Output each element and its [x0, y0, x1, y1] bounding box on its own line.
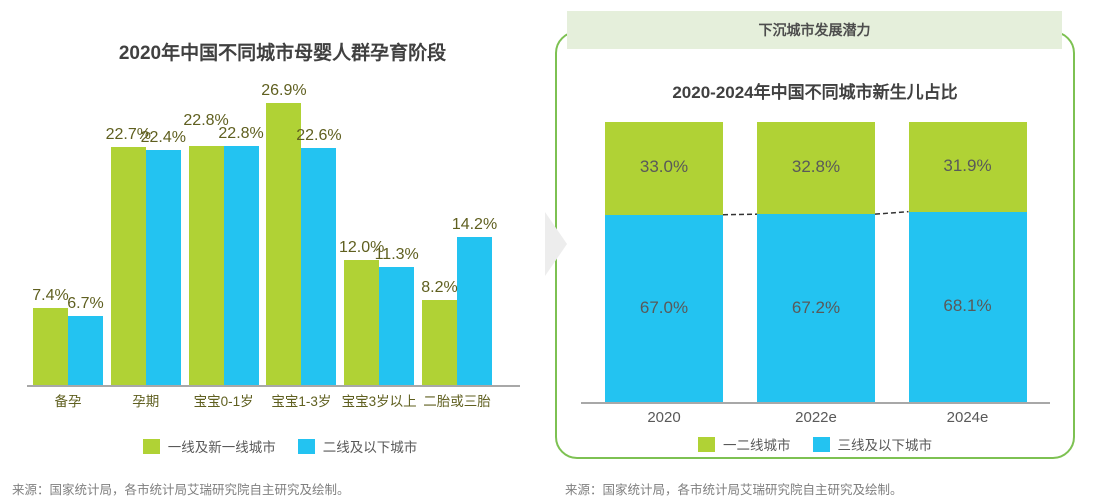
- right-source-note: 来源：国家统计局，各市统计局艾瑞研究院自主研究及绘制。: [565, 483, 903, 497]
- value-label: 14.2%: [451, 215, 498, 233]
- bar-tier2-below-cities: [68, 315, 103, 386]
- value-label: 22.6%: [296, 127, 342, 145]
- category-label: 备孕: [54, 394, 82, 409]
- right-x-axis-line: [581, 402, 1050, 404]
- bar-tier2-below-cities: [145, 150, 181, 386]
- segment-value-label: 67.0%: [639, 297, 689, 317]
- chevron-right-arrow-icon: [545, 212, 567, 276]
- stack-segment-tier3-below-cities: [908, 211, 1027, 403]
- value-label: 22.4%: [140, 129, 186, 147]
- legend-label: 二线及以下城市: [322, 440, 418, 455]
- segment-value-label: 32.8%: [791, 157, 841, 177]
- x-axis-label: 2022e: [795, 409, 837, 426]
- left-legend: 一线及新一线城市 二线及以下城市: [30, 436, 530, 456]
- value-label: 6.7%: [67, 294, 104, 312]
- bar-tier1-cities: [188, 146, 224, 386]
- bar-tier1-cities: [422, 299, 457, 386]
- bar-tier2-below-cities: [379, 267, 415, 386]
- legend-swatch: [698, 436, 715, 452]
- stack-segment-tier12-cities: [908, 122, 1027, 212]
- value-label: 26.9%: [261, 82, 307, 99]
- value-label: 7.4%: [32, 287, 69, 305]
- bar-tier1-cities: [344, 259, 380, 386]
- bar-tier1-cities: [33, 308, 68, 386]
- value-label: 22.8%: [218, 125, 264, 143]
- stack-segment-tier3-below-cities: [605, 214, 723, 403]
- legend-item: 三线及以下城市: [812, 434, 933, 454]
- stack-segment-tier12-cities: [605, 122, 723, 215]
- legend-label: 一二线城市: [723, 438, 791, 453]
- legend-item: 一线及新一线城市: [142, 436, 276, 456]
- bar-tier1-cities: [110, 147, 146, 386]
- category-label: 宝宝1-3岁: [271, 394, 332, 409]
- legend-swatch: [812, 436, 830, 452]
- category-label: 孕期: [132, 394, 160, 409]
- left-source-note: 来源：国家统计局，各市统计局艾瑞研究院自主研究及绘制。: [12, 483, 350, 497]
- value-label: 22.7%: [105, 126, 151, 144]
- right-legend: 一二线城市 三线及以下城市: [577, 434, 1053, 454]
- bar-tier2-below-cities: [457, 236, 492, 386]
- bar-tier1-cities: [266, 103, 302, 386]
- legend-label: 三线及以下城市: [837, 438, 933, 453]
- legend-swatch: [142, 438, 160, 454]
- legend-swatch: [297, 438, 315, 454]
- stack-segment-tier12-cities: [757, 122, 875, 215]
- stack-segment-tier3-below-cities: [757, 214, 875, 403]
- value-label: 8.2%: [421, 278, 458, 296]
- segment-value-label: 67.2%: [791, 297, 841, 317]
- segment-value-label: 68.1%: [943, 296, 992, 316]
- segment-value-label: 31.9%: [943, 155, 992, 175]
- legend-item: 一二线城市: [698, 434, 791, 454]
- x-axis-label: 2024e: [946, 409, 989, 426]
- value-label: 11.3%: [374, 246, 419, 264]
- value-label: 22.8%: [183, 112, 229, 130]
- legend-item: 二线及以下城市: [297, 436, 418, 456]
- left-x-axis-line: [27, 385, 520, 387]
- value-label: 12.0%: [339, 238, 385, 256]
- segment-value-label: 33.0%: [639, 157, 689, 177]
- bar-tier2-below-cities: [223, 146, 259, 386]
- category-label: 宝宝0-1岁: [193, 394, 254, 409]
- right-chart-title: 2020-2024年中国不同城市新生儿占比: [672, 83, 958, 102]
- panel-header-label: 下沉城市发展潜力: [758, 22, 871, 38]
- panel-header: 下沉城市发展潜力: [567, 11, 1062, 49]
- category-label: 二胎或三胎: [423, 394, 491, 409]
- x-axis-label: 2020: [647, 409, 681, 426]
- category-label: 宝宝3岁以上: [341, 394, 417, 409]
- legend-label: 一线及新一线城市: [167, 440, 276, 455]
- bar-tier2-below-cities: [301, 148, 337, 386]
- left-chart-title: 2020年中国不同城市母婴人群孕育阶段: [118, 43, 447, 64]
